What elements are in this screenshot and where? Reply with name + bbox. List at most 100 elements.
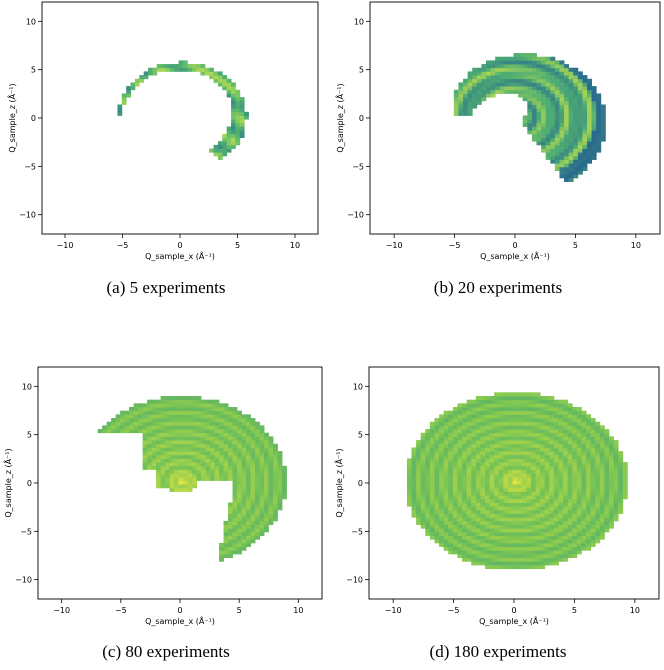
heatmap-cell [596,127,601,131]
heatmap-cell [269,447,274,451]
heatmap-cell [222,75,227,79]
heatmap-cell [573,86,578,90]
heatmap-cell [454,101,459,105]
heatmap-cell [251,425,256,429]
heatmap-cell [577,525,582,529]
heatmap-cell [161,477,166,481]
heatmap-cell [554,492,559,496]
heatmap-cell [255,532,260,536]
heatmap-cell [508,492,513,496]
heatmap-cell [531,477,536,481]
heatmap-cell [170,466,175,470]
heatmap-cell [586,451,591,455]
heatmap-cell [568,422,573,426]
heatmap-cell [147,458,152,462]
heatmap-cell [582,127,587,131]
heatmap-cell [224,414,229,418]
heatmap-cell [509,60,514,64]
heatmap-cell [197,422,202,426]
heatmap-cell [522,528,527,532]
heatmap-cell [165,414,170,418]
heatmap-cell [514,86,519,90]
heatmap-cell [508,447,513,451]
heatmap-cell [205,68,210,72]
heatmap-cell [246,536,251,540]
heatmap-cell [485,447,490,451]
heatmap-cell [156,462,161,466]
heatmap-cell [421,503,426,507]
heatmap-cell [541,134,546,138]
heatmap-cell [554,458,559,462]
heatmap-cell [425,492,430,496]
heatmap-cell [481,86,486,90]
heatmap-cell [444,433,449,437]
heatmap-cell [481,93,486,97]
heatmap-cell [255,528,260,532]
heatmap-cell [471,539,476,543]
heatmap-cell [494,396,499,400]
heatmap-cell [586,440,591,444]
heatmap-cell [260,480,265,484]
heatmap-cell [494,561,499,565]
heatmap-cell [242,484,247,488]
heatmap-cell [540,400,545,404]
heatmap-cell [508,436,513,440]
heatmap-cell [546,86,551,90]
heatmap-cell [503,521,508,525]
heatmap-cell [609,514,614,518]
heatmap-cell [523,90,528,94]
heatmap-cell [430,514,435,518]
heatmap-cell [531,539,536,543]
heatmap-cell [503,532,508,536]
heatmap-cell [623,484,628,488]
heatmap-cell [444,503,449,507]
heatmap-cell [614,499,619,503]
heatmap-cell [264,484,269,488]
heatmap-cell [491,79,496,83]
y-tick-label: −5 [351,527,363,536]
heatmap-cell [513,429,518,433]
heatmap-cell [264,488,269,492]
heatmap-cell [471,528,476,532]
heatmap-cell [273,458,278,462]
heatmap-cell [430,433,435,437]
heatmap-cell [444,429,449,433]
heatmap-cell [421,436,426,440]
heatmap-cell [554,547,559,551]
heatmap-cell [537,141,542,145]
heatmap-cell [462,550,467,554]
heatmap-cell [494,429,499,433]
heatmap-cell [550,127,555,131]
heatmap-cell [260,506,265,510]
heatmap-cell [430,466,435,470]
heatmap-cell [467,451,472,455]
heatmap-cell [242,525,247,529]
heatmap-cell [170,436,175,440]
heatmap-cell [494,517,499,521]
heatmap-cell [476,484,481,488]
heatmap-cell [444,547,449,551]
heatmap-cell [228,503,233,507]
heatmap-cell [526,458,531,462]
heatmap-cell [224,455,229,459]
heatmap-cell [201,466,206,470]
heatmap-cell [237,451,242,455]
heatmap-cell [453,536,458,540]
heatmap-cell [578,90,583,94]
heatmap-cell [490,433,495,437]
heatmap-cell [192,433,197,437]
heatmap-cell [555,167,560,171]
heatmap-cell [540,411,545,415]
heatmap-cell [425,525,430,529]
heatmap-cell [554,480,559,484]
heatmap-cell [188,477,193,481]
heatmap-cell [503,392,508,396]
heatmap-cell [481,79,486,83]
heatmap-cell [434,492,439,496]
heatmap-cell [485,517,490,521]
heatmap-cell [481,82,486,86]
heatmap-cell [499,503,504,507]
heatmap-cell [531,444,536,448]
heatmap-cell [586,547,591,551]
heatmap-cell [532,71,537,75]
